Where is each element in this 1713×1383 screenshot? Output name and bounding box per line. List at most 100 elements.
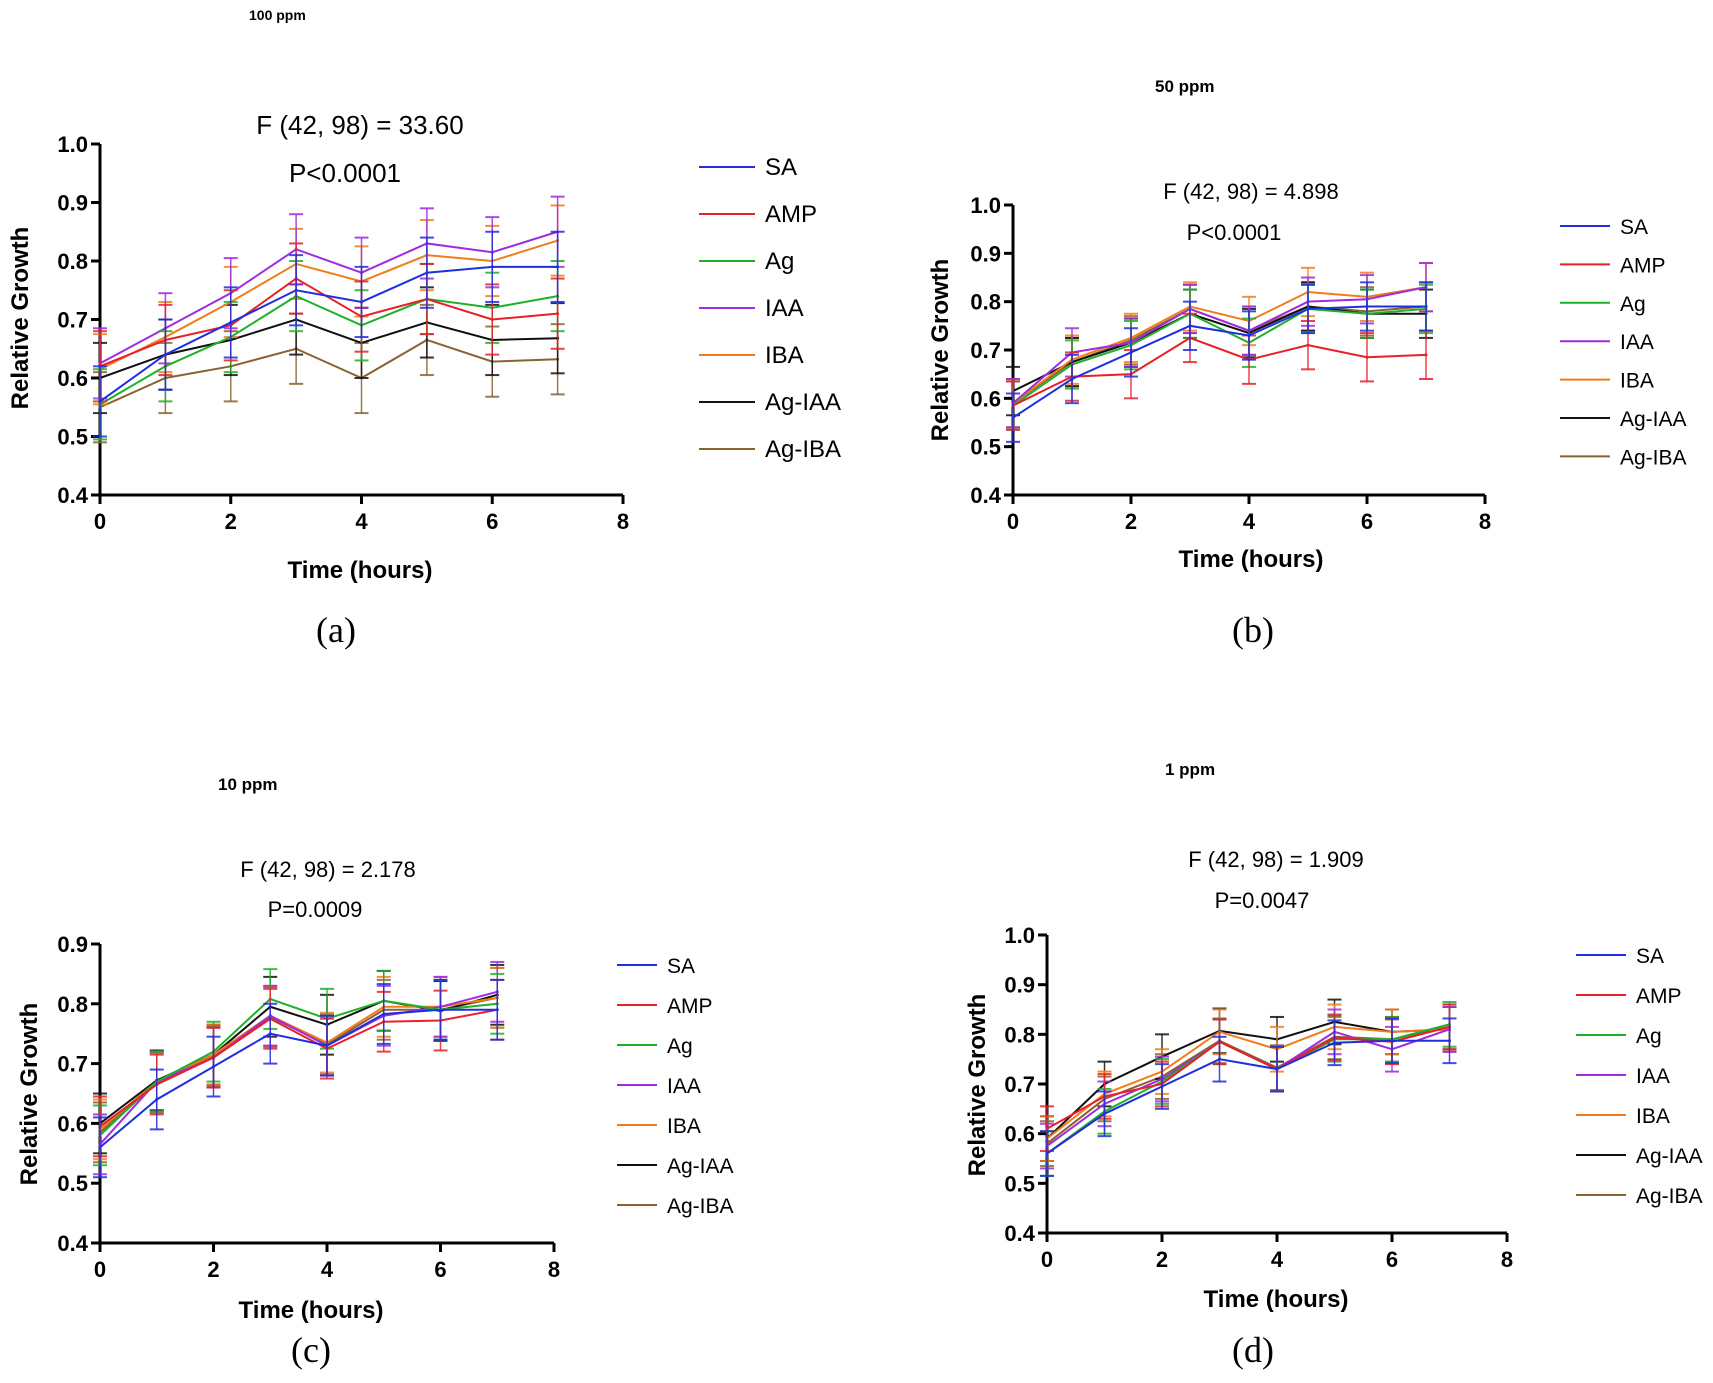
series-iba: [1040, 1003, 1457, 1162]
panel-b-p-value: P<0.0001: [1187, 220, 1282, 245]
data-point: [325, 1044, 329, 1048]
legend: SA AMP Ag IAA IBA Ag-IAA Ag-IBA: [617, 955, 734, 1218]
y-tick-label: 0.8: [1004, 1022, 1035, 1047]
panel-d-title: 1 ppm: [1165, 760, 1215, 779]
series-line: [99, 338, 558, 409]
legend-label: IAA: [765, 295, 804, 322]
data-point: [1103, 1112, 1106, 1116]
series-line: [1012, 336, 1427, 407]
data-point: [1070, 377, 1074, 381]
y-tick-label: 1.0: [57, 132, 88, 157]
series-line: [1012, 286, 1427, 404]
legend-item: Ag-IBA: [1560, 446, 1687, 469]
y-tick-label: 0.4: [57, 1231, 88, 1256]
legend-label: Ag-IAA: [1636, 1145, 1703, 1168]
series-sa: [93, 230, 565, 438]
panel-d-label: (d): [1232, 1330, 1274, 1370]
series-line: [99, 294, 558, 406]
y-tick-label: 0.7: [57, 1052, 88, 1077]
x-tick-label: 8: [1501, 1247, 1513, 1272]
panel-c: 10 ppm F (42, 98) = 2.178 P=0.0009 Time …: [16, 775, 734, 1370]
y-tick-label: 0.7: [970, 338, 1001, 363]
data-point: [1188, 324, 1192, 328]
legend-item: SA: [617, 955, 695, 978]
legend-label: Ag-IAA: [1620, 408, 1687, 431]
series-ag-iaa: [93, 283, 565, 415]
data-point: [1448, 1039, 1451, 1043]
legend-item: IBA: [1560, 370, 1654, 393]
panel-a-y-label: Relative Growth: [7, 227, 34, 410]
data-point: [1275, 1067, 1279, 1071]
panel-c-y-label: Relative Growth: [16, 1003, 43, 1186]
legend-item: Ag-IAA: [1576, 1145, 1703, 1168]
panel-a-title: 100 ppm: [249, 7, 306, 23]
legend-item: Ag-IAA: [617, 1155, 734, 1178]
series-line: [1012, 307, 1427, 407]
y-tick-label: 0.4: [57, 483, 88, 508]
data-point: [495, 1008, 499, 1012]
legend-item: IBA: [1576, 1105, 1670, 1128]
data-point: [360, 300, 363, 304]
legend-label: Ag: [1636, 1025, 1662, 1048]
y-tick-label: 0.6: [57, 366, 88, 391]
legend-label: AMP: [1620, 254, 1666, 277]
legend-label: IBA: [1636, 1105, 1670, 1128]
legend-label: IBA: [765, 342, 804, 369]
data-point: [556, 312, 560, 316]
data-point: [425, 271, 429, 275]
series-ag: [93, 968, 505, 1167]
legend-label: Ag-IBA: [667, 1195, 734, 1218]
series-iaa: [93, 960, 505, 1176]
series-ag-iaa: [93, 963, 505, 1155]
legend-label: SA: [667, 955, 695, 978]
series-ag: [1040, 1001, 1457, 1177]
data-point: [1011, 416, 1015, 420]
data-point: [294, 288, 298, 292]
legend-item: Ag-IAA: [699, 389, 841, 416]
series-ag-iba: [93, 303, 565, 444]
y-tick-label: 0.7: [57, 308, 88, 333]
series-line: [99, 318, 558, 379]
x-tick-label: 2: [225, 509, 237, 534]
legend-item: AMP: [617, 995, 713, 1018]
data-point: [439, 1008, 442, 1012]
series-line: [99, 993, 498, 1125]
y-tick-label: 0.5: [57, 1171, 88, 1196]
data-point: [1160, 1084, 1164, 1088]
legend-item: IAA: [699, 295, 804, 322]
series-line: [1046, 1028, 1450, 1147]
legend-item: AMP: [1576, 985, 1682, 1008]
y-tick-label: 0.8: [970, 290, 1001, 315]
x-tick-label: 4: [355, 509, 368, 534]
data-point: [1129, 350, 1133, 354]
y-tick-label: 1.0: [1004, 923, 1035, 948]
data-point: [490, 318, 494, 321]
x-tick-label: 6: [1386, 1247, 1398, 1272]
series-line: [1046, 1039, 1450, 1155]
data-point: [1306, 307, 1310, 311]
series-sa: [1006, 281, 1433, 443]
series-line: [1012, 305, 1426, 419]
legend-item: Ag: [1576, 1025, 1662, 1048]
x-tick-label: 6: [434, 1257, 446, 1282]
legend-item: Ag-IBA: [1576, 1185, 1703, 1208]
panel-b-x-label: Time (hours): [1179, 546, 1324, 573]
legend-item: SA: [1560, 216, 1648, 239]
y-tick-label: 0.5: [1004, 1171, 1035, 1196]
x-tick-label: 0: [94, 509, 106, 534]
panel-d: 1 ppm F (42, 98) = 1.909 P=0.0047 Time (…: [964, 760, 1703, 1370]
legend-item: Ag-IAA: [1560, 408, 1687, 431]
series-line: [99, 265, 558, 403]
data-point: [1333, 1041, 1336, 1045]
y-tick-label: 0.6: [1004, 1122, 1035, 1147]
legend-item: IAA: [617, 1075, 701, 1098]
legend-item: Ag-IBA: [699, 436, 841, 463]
x-tick-label: 0: [1007, 509, 1019, 534]
legend-label: Ag-IAA: [765, 389, 841, 416]
data-point: [1306, 343, 1310, 347]
series-iba: [93, 966, 505, 1161]
data-point: [556, 265, 560, 269]
x-tick-label: 8: [548, 1257, 560, 1282]
y-tick-label: 0.4: [1004, 1221, 1035, 1246]
x-tick-label: 2: [1156, 1247, 1168, 1272]
